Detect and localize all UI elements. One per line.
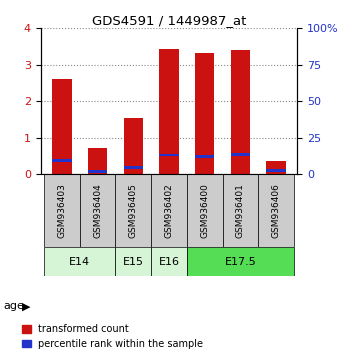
Bar: [195, 53, 215, 175]
Text: E16: E16: [159, 257, 179, 267]
Text: ▶: ▶: [22, 301, 30, 311]
Text: GSM936404: GSM936404: [93, 183, 102, 238]
Bar: [88, 170, 107, 173]
Text: GSM936403: GSM936403: [57, 183, 67, 238]
Bar: [52, 79, 72, 175]
Text: GSM936405: GSM936405: [129, 183, 138, 238]
Bar: [159, 154, 179, 156]
Bar: [88, 148, 107, 175]
Bar: [266, 169, 286, 172]
Bar: [266, 160, 286, 175]
Bar: [44, 247, 116, 276]
Bar: [231, 153, 250, 156]
Bar: [258, 175, 294, 247]
Text: GSM936400: GSM936400: [200, 183, 209, 238]
Bar: [44, 175, 80, 247]
Bar: [151, 247, 187, 276]
Bar: [123, 118, 143, 175]
Bar: [116, 247, 151, 276]
Text: GSM936406: GSM936406: [271, 183, 281, 238]
Bar: [151, 175, 187, 247]
Text: E14: E14: [69, 257, 90, 267]
Bar: [195, 155, 215, 158]
Legend: transformed count, percentile rank within the sample: transformed count, percentile rank withi…: [22, 324, 203, 349]
Bar: [222, 175, 258, 247]
Title: GDS4591 / 1449987_at: GDS4591 / 1449987_at: [92, 14, 246, 27]
Text: GSM936402: GSM936402: [165, 183, 173, 238]
Text: GSM936401: GSM936401: [236, 183, 245, 238]
Bar: [231, 50, 250, 175]
Text: E17.5: E17.5: [224, 257, 256, 267]
Text: E15: E15: [123, 257, 144, 267]
Bar: [52, 159, 72, 162]
Bar: [123, 166, 143, 169]
Bar: [187, 175, 222, 247]
Bar: [159, 49, 179, 175]
Text: age: age: [3, 301, 24, 311]
Bar: [116, 175, 151, 247]
Bar: [80, 175, 116, 247]
Bar: [187, 247, 294, 276]
